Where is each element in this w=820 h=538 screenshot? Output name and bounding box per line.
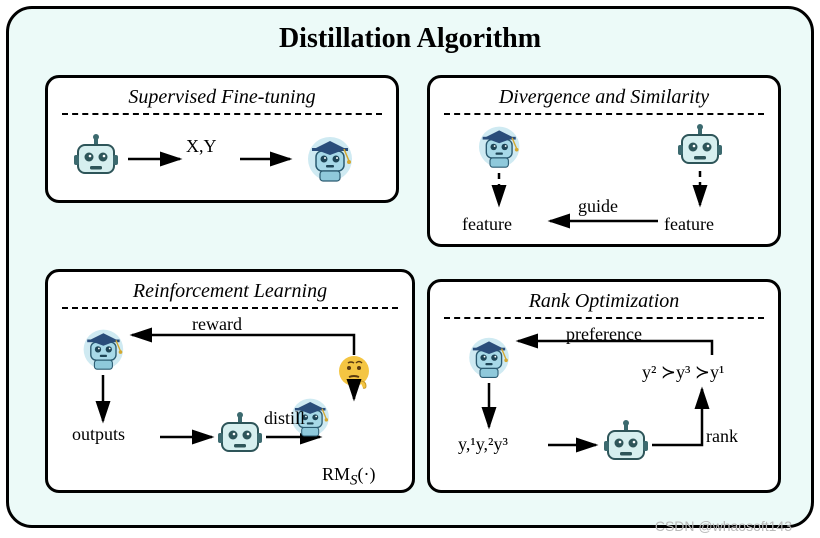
panel-sft: Supervised Fine-tuning X,Y [45, 75, 399, 203]
watermark: CSDN @whaosoft143 [655, 518, 792, 534]
diagram-container: Distillation Algorithm Supervised Fine-t… [6, 6, 814, 528]
robot-icon [74, 134, 118, 173]
label-xy: X,Y [186, 136, 217, 157]
robot-icon [604, 420, 648, 459]
divider [62, 113, 382, 115]
panel-div-title: Divergence and Similarity [444, 86, 764, 109]
rm-sub: S [350, 473, 358, 489]
student-icon [308, 137, 352, 181]
label-distill: distill [264, 408, 305, 429]
label-feature-left: feature [462, 214, 512, 235]
label-reward: reward [192, 314, 242, 335]
divider [444, 317, 764, 319]
label-feature-right: feature [664, 214, 714, 235]
robot-icon [218, 412, 262, 451]
label-rank: rank [706, 426, 738, 447]
label-y-out: y² ≻y³ ≻y¹ [642, 362, 724, 383]
panel-rl: Reinforcement Learning reward outputs di… [45, 269, 415, 493]
student-icon [479, 127, 519, 167]
label-y-in: y,¹y,²y³ [458, 434, 508, 455]
label-rm: RMS(·) [322, 464, 376, 490]
panel-rl-title: Reinforcement Learning [62, 280, 398, 303]
label-outputs: outputs [72, 424, 125, 445]
divider [444, 113, 764, 115]
thinking-icon [339, 356, 369, 388]
rank-flow [444, 327, 770, 487]
rm-tail: (·) [358, 464, 376, 484]
robot-icon [678, 124, 722, 163]
student-icon [469, 338, 509, 378]
sft-flow [62, 123, 388, 193]
divider [62, 307, 398, 309]
panel-divergence: Divergence and Similarity feature featur… [427, 75, 781, 247]
panel-rank-title: Rank Optimization [444, 290, 764, 313]
label-guide: guide [578, 196, 618, 217]
label-preference: preference [566, 324, 642, 345]
panel-sft-title: Supervised Fine-tuning [62, 86, 382, 109]
rm-text: RM [322, 464, 350, 484]
diagram-title: Distillation Algorithm [9, 23, 811, 55]
panel-rank: Rank Optimization preference y,¹y,²y³ y²… [427, 279, 781, 493]
student-icon [84, 330, 124, 370]
